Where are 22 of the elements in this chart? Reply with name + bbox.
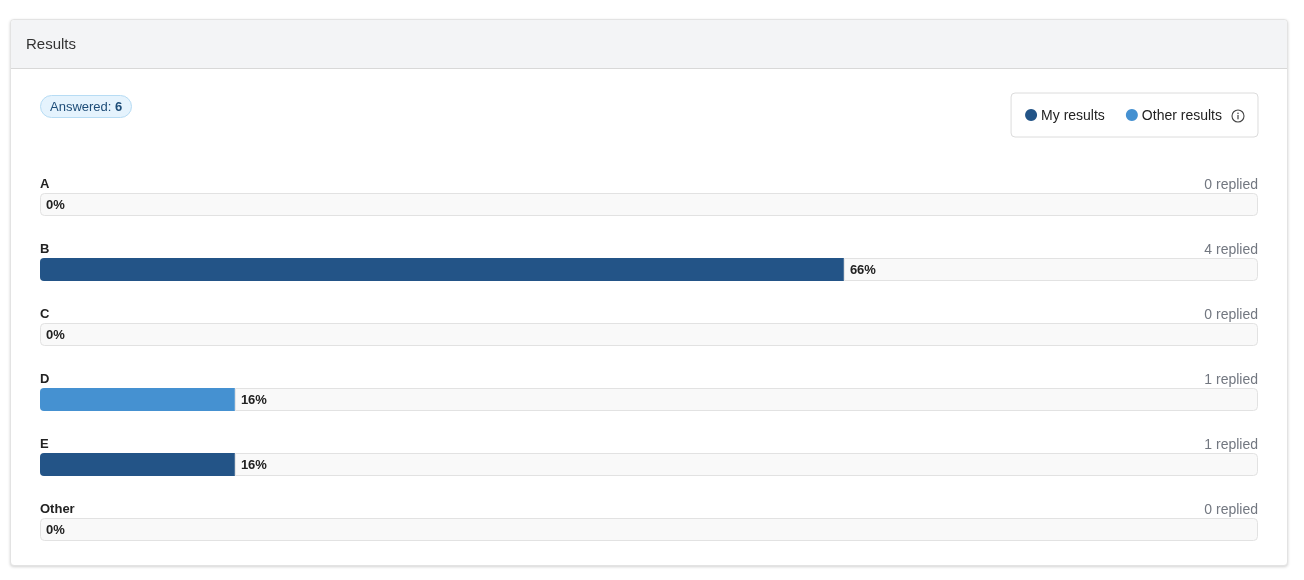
y-tick-label: A bbox=[40, 175, 50, 191]
y-tick-label: B bbox=[40, 240, 50, 256]
annotation: 1 replied bbox=[1204, 370, 1258, 387]
data-label: 16% bbox=[240, 392, 268, 407]
y-tick-label: D bbox=[40, 370, 50, 386]
data-label: 66% bbox=[849, 262, 877, 277]
annotation: 0 replied bbox=[1204, 175, 1258, 192]
annotation: 0 replied bbox=[1204, 305, 1258, 322]
y-tick-label: E bbox=[40, 435, 49, 451]
chart-title: Results bbox=[26, 35, 77, 53]
annotation: 0% bbox=[46, 197, 66, 212]
annotation: 4 replied bbox=[1204, 240, 1258, 257]
data-label: 16% bbox=[240, 457, 268, 472]
legend-label: My results bbox=[1041, 107, 1105, 123]
text: Answered: 6 bbox=[50, 99, 123, 114]
annotation: 1 replied bbox=[1204, 435, 1258, 452]
annotation: 0 replied bbox=[1204, 500, 1258, 517]
y-tick-label: C bbox=[40, 305, 50, 321]
annotation: 0% bbox=[46, 327, 66, 342]
annotation: 0% bbox=[46, 522, 66, 537]
y-tick-label: Other bbox=[40, 500, 75, 516]
legend-label: Other results bbox=[1141, 107, 1222, 123]
